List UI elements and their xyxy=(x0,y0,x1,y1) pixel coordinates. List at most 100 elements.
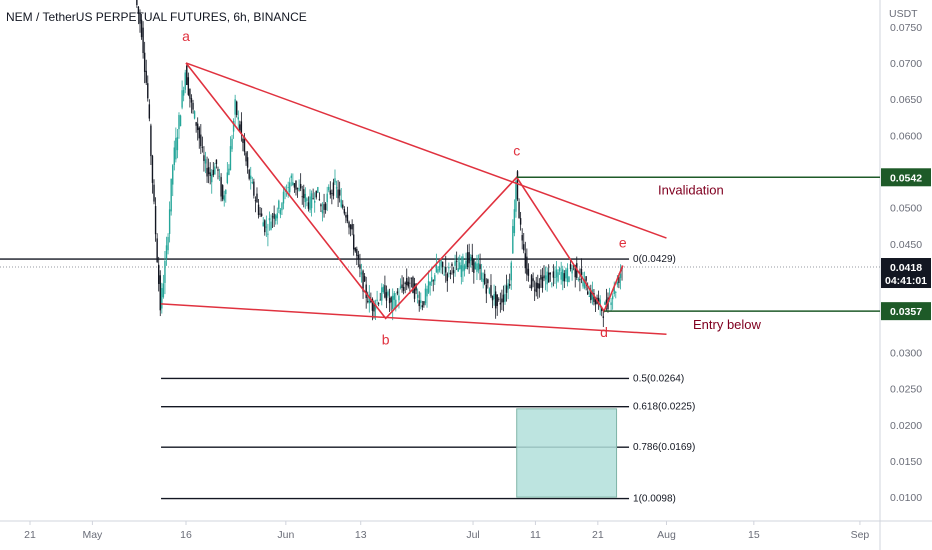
candle-body xyxy=(587,291,589,295)
candles-group xyxy=(136,0,623,328)
candle-body xyxy=(161,288,163,309)
candle-body xyxy=(406,277,408,286)
candle-body xyxy=(232,120,235,132)
candle-body xyxy=(186,65,188,86)
entry-price-tag xyxy=(881,302,931,321)
candle-body xyxy=(167,236,169,251)
candle-body xyxy=(418,300,420,307)
candle-body xyxy=(359,264,361,269)
candle-body xyxy=(551,283,553,285)
y-tick-label: 0.0200 xyxy=(890,420,922,432)
x-tick-label: 21 xyxy=(24,529,36,541)
candle-body xyxy=(221,185,224,200)
candle-body xyxy=(404,282,406,285)
candle-body xyxy=(515,181,517,212)
candle-body xyxy=(137,6,140,15)
candle-body xyxy=(392,295,394,309)
candle-body xyxy=(407,281,409,287)
candle-body xyxy=(234,99,236,115)
candle-body xyxy=(225,189,227,195)
candle-body xyxy=(165,245,168,259)
candle-body xyxy=(340,199,342,207)
candle-body xyxy=(549,272,551,275)
candle-body xyxy=(192,102,194,110)
candle-body xyxy=(602,316,604,318)
candle-body xyxy=(443,274,445,276)
candle-body xyxy=(566,268,569,282)
candle-body xyxy=(473,258,475,273)
candle-body xyxy=(293,183,296,188)
y-tick-label: 0.0600 xyxy=(890,130,922,142)
candle-body xyxy=(256,193,258,203)
candle-body xyxy=(505,285,508,293)
candle-body xyxy=(374,304,377,310)
candle-body xyxy=(215,159,218,165)
candle-body xyxy=(471,254,473,266)
candle-body xyxy=(193,111,196,119)
candle-body xyxy=(494,291,497,309)
candle-body xyxy=(204,159,207,164)
candle-body xyxy=(565,269,567,279)
candle-body xyxy=(343,208,346,214)
candle-body xyxy=(615,292,617,293)
candle-body xyxy=(303,189,305,199)
candle-body xyxy=(554,277,556,278)
candle-body xyxy=(415,284,417,291)
candle-body xyxy=(376,299,378,301)
candle-body xyxy=(462,256,464,272)
candle-body xyxy=(537,282,539,289)
candle-body xyxy=(548,272,550,283)
candle-body xyxy=(321,210,324,214)
candle-body xyxy=(518,201,520,219)
candle-body xyxy=(323,204,325,210)
candle-body xyxy=(156,238,158,263)
candle-body xyxy=(236,101,238,116)
lower-trendline xyxy=(160,303,667,336)
candle-body xyxy=(331,193,333,194)
candle-body xyxy=(317,187,319,193)
candle-body xyxy=(151,155,154,183)
candle-body xyxy=(440,260,442,267)
candle-body xyxy=(245,152,247,162)
x-tick-label: 11 xyxy=(530,529,541,541)
fib-level-label: 0.618(0.0225) xyxy=(633,402,695,413)
candle-body xyxy=(569,264,572,270)
candle-body xyxy=(223,195,225,201)
candle-body xyxy=(248,169,250,179)
candle-body xyxy=(379,299,381,301)
candle-body xyxy=(145,70,147,83)
candle-body xyxy=(329,190,331,195)
candle-body xyxy=(524,253,526,269)
wave-label-e: e xyxy=(619,235,627,251)
candle-body xyxy=(368,294,370,304)
candle-body xyxy=(516,171,519,200)
candle-body xyxy=(142,27,144,54)
candle-body xyxy=(285,193,288,195)
y-tick-label: 0.0500 xyxy=(890,203,922,215)
candle-body xyxy=(535,282,537,293)
wave-path xyxy=(185,62,624,320)
candle-body xyxy=(282,191,285,204)
candle-body xyxy=(563,273,565,282)
candle-body xyxy=(552,271,555,278)
candle-body xyxy=(429,281,431,286)
candle-body xyxy=(451,263,453,267)
candle-body xyxy=(424,288,427,304)
candle-body xyxy=(498,298,500,300)
invalidation-note: Invalidation xyxy=(658,182,724,197)
candle-body xyxy=(454,261,456,266)
candle-body xyxy=(209,172,211,177)
y-tick-label: 0.0150 xyxy=(890,456,922,468)
candle-body xyxy=(577,279,580,280)
current-price-label: 0.0418 xyxy=(890,262,922,274)
fib-level-label: 1(0.0098) xyxy=(633,494,676,505)
entry-price-tag-label: 0.0357 xyxy=(890,306,922,318)
candle-body xyxy=(168,209,171,234)
candle-body xyxy=(426,288,428,297)
candle-body xyxy=(455,260,458,262)
candle-body xyxy=(529,286,531,288)
candle-body xyxy=(190,98,193,103)
candle-body xyxy=(351,223,353,230)
candle-body xyxy=(153,184,155,202)
